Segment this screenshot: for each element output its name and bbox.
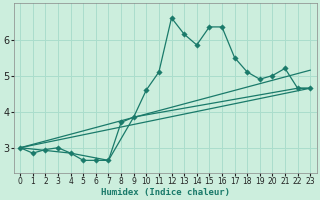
X-axis label: Humidex (Indice chaleur): Humidex (Indice chaleur) (101, 188, 230, 197)
